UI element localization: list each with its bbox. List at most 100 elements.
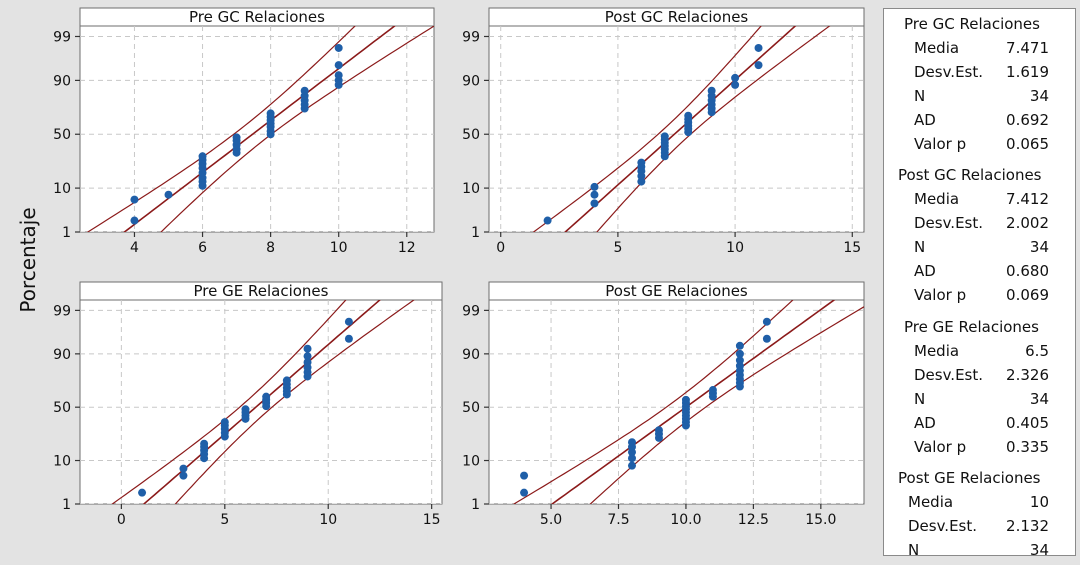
legend-value: 2.002 — [1006, 214, 1049, 232]
y-tick-label: 99 — [53, 303, 71, 319]
x-tick-label: 5 — [613, 240, 622, 256]
legend-label: N — [914, 390, 926, 408]
data-point — [590, 190, 599, 199]
data-point — [232, 133, 241, 142]
x-tick-label: 8 — [266, 240, 275, 256]
chart-panel-1: Pre GC Relaciones 1 10 50 90 99 4 6 8 10 12 — [53, 7, 435, 256]
x-tick-label: 15 — [843, 240, 861, 256]
legend-label: Desv.Est. — [908, 517, 978, 535]
legend-value: 6.5 — [1025, 342, 1049, 360]
legend-label: AD — [914, 111, 936, 129]
legend-row-ad: AD 0.405 — [884, 414, 1075, 438]
plot-frame — [79, 281, 443, 505]
data-point — [735, 349, 744, 358]
data-point — [200, 439, 209, 448]
legend-row-desvest: Desv.Est. 2.326 — [884, 366, 1075, 390]
legend-label: N — [914, 238, 926, 256]
data-point — [520, 471, 529, 480]
y-tick-label: 50 — [53, 400, 71, 416]
legend-label: Valor p — [914, 438, 967, 456]
legend-label: N — [914, 87, 926, 105]
data-point — [334, 71, 343, 80]
legend-value: 7.412 — [1006, 190, 1049, 208]
x-tick-label: 5 — [220, 512, 229, 528]
x-tick-label: 6 — [198, 240, 207, 256]
data-point — [543, 216, 552, 225]
legend-title: Post GC Relaciones — [898, 166, 1042, 184]
y-tick-label: 90 — [462, 347, 480, 363]
legend-row-pvalue: Valor p 0.069 — [884, 286, 1075, 310]
data-point — [762, 317, 771, 326]
legend-value: 0.069 — [1006, 286, 1049, 304]
x-tick-label: 10 — [726, 240, 744, 256]
legend-label: Desv.Est. — [914, 366, 984, 384]
legend-label: Desv.Est. — [914, 63, 984, 81]
data-point — [735, 361, 744, 370]
x-tick-label: 4 — [130, 240, 139, 256]
data-point — [681, 395, 690, 404]
data-point — [130, 216, 139, 225]
data-point — [654, 426, 663, 435]
legend-value: 34 — [1029, 541, 1049, 559]
data-point — [735, 341, 744, 350]
y-tick-label: 1 — [62, 225, 71, 241]
plot-frame — [488, 281, 865, 505]
legend-value: 7.471 — [1006, 39, 1049, 57]
data-point — [735, 356, 744, 365]
chart-panel-3: Pre GE Relaciones 1 10 50 90 99 0 5 10 15 — [53, 281, 443, 528]
legend-row-n: N 34 — [884, 390, 1075, 414]
data-point — [303, 352, 312, 361]
x-tick-label: 10 — [319, 512, 337, 528]
data-point — [303, 358, 312, 367]
legend-row-n: N 34 — [884, 87, 1075, 111]
data-point — [637, 158, 646, 167]
data-point — [627, 454, 636, 463]
data-point — [344, 334, 353, 343]
y-tick-label: 1 — [471, 225, 480, 241]
data-point — [334, 43, 343, 52]
data-point — [660, 132, 669, 141]
y-tick-label: 99 — [462, 303, 480, 319]
y-tick-label: 10 — [462, 181, 480, 197]
data-point — [627, 461, 636, 470]
legend-value: 0.680 — [1006, 262, 1049, 280]
data-point — [198, 152, 207, 161]
legend-row-pvalue: Valor p 0.065 — [884, 135, 1075, 159]
legend-value: 34 — [1029, 87, 1049, 105]
plot-area — [80, 26, 434, 232]
plot-frame — [488, 7, 865, 233]
confidence-band-upper — [174, 300, 415, 504]
legend-row-n: N 34 — [884, 541, 1075, 565]
legend-title: Pre GC Relaciones — [904, 15, 1040, 33]
x-tick-label: 7.5 — [607, 512, 629, 528]
chart-title: Post GC Relaciones — [605, 8, 749, 26]
data-point — [138, 488, 147, 497]
plot-area — [489, 300, 864, 504]
confidence-band-upper — [589, 306, 864, 504]
chart-panel-4: Post GE Relaciones 1 10 50 90 99 5.0 7.5 10.0 12.… — [462, 281, 865, 528]
data-point — [303, 344, 312, 353]
data-point — [266, 109, 275, 118]
data-point — [220, 418, 229, 427]
x-tick-label: 0 — [117, 512, 126, 528]
fitted-line — [142, 300, 381, 504]
data-point — [282, 376, 291, 385]
legend-row-media: Media 10 — [884, 493, 1075, 517]
data-point — [754, 61, 763, 70]
legend-value: 0.335 — [1006, 438, 1049, 456]
data-point — [179, 471, 188, 480]
y-tick-label: 1 — [471, 497, 480, 513]
statistics-legend: Pre GC Relaciones Media 7.471 Desv.Est. 1.… — [883, 8, 1076, 559]
data-point — [300, 86, 309, 95]
legend-title: Pre GE Relaciones — [904, 318, 1039, 336]
legend-label: AD — [914, 414, 936, 432]
y-tick-label: 99 — [462, 29, 480, 45]
legend-row-desvest: Desv.Est. 2.002 — [884, 214, 1075, 238]
confidence-band-lower — [111, 300, 347, 504]
data-point — [262, 392, 271, 401]
legend-title: Post GE Relaciones — [898, 469, 1041, 487]
y-tick-label: 90 — [462, 73, 480, 89]
x-tick-label: 12 — [398, 240, 416, 256]
fitted-line — [564, 26, 797, 232]
legend-label: AD — [914, 262, 936, 280]
